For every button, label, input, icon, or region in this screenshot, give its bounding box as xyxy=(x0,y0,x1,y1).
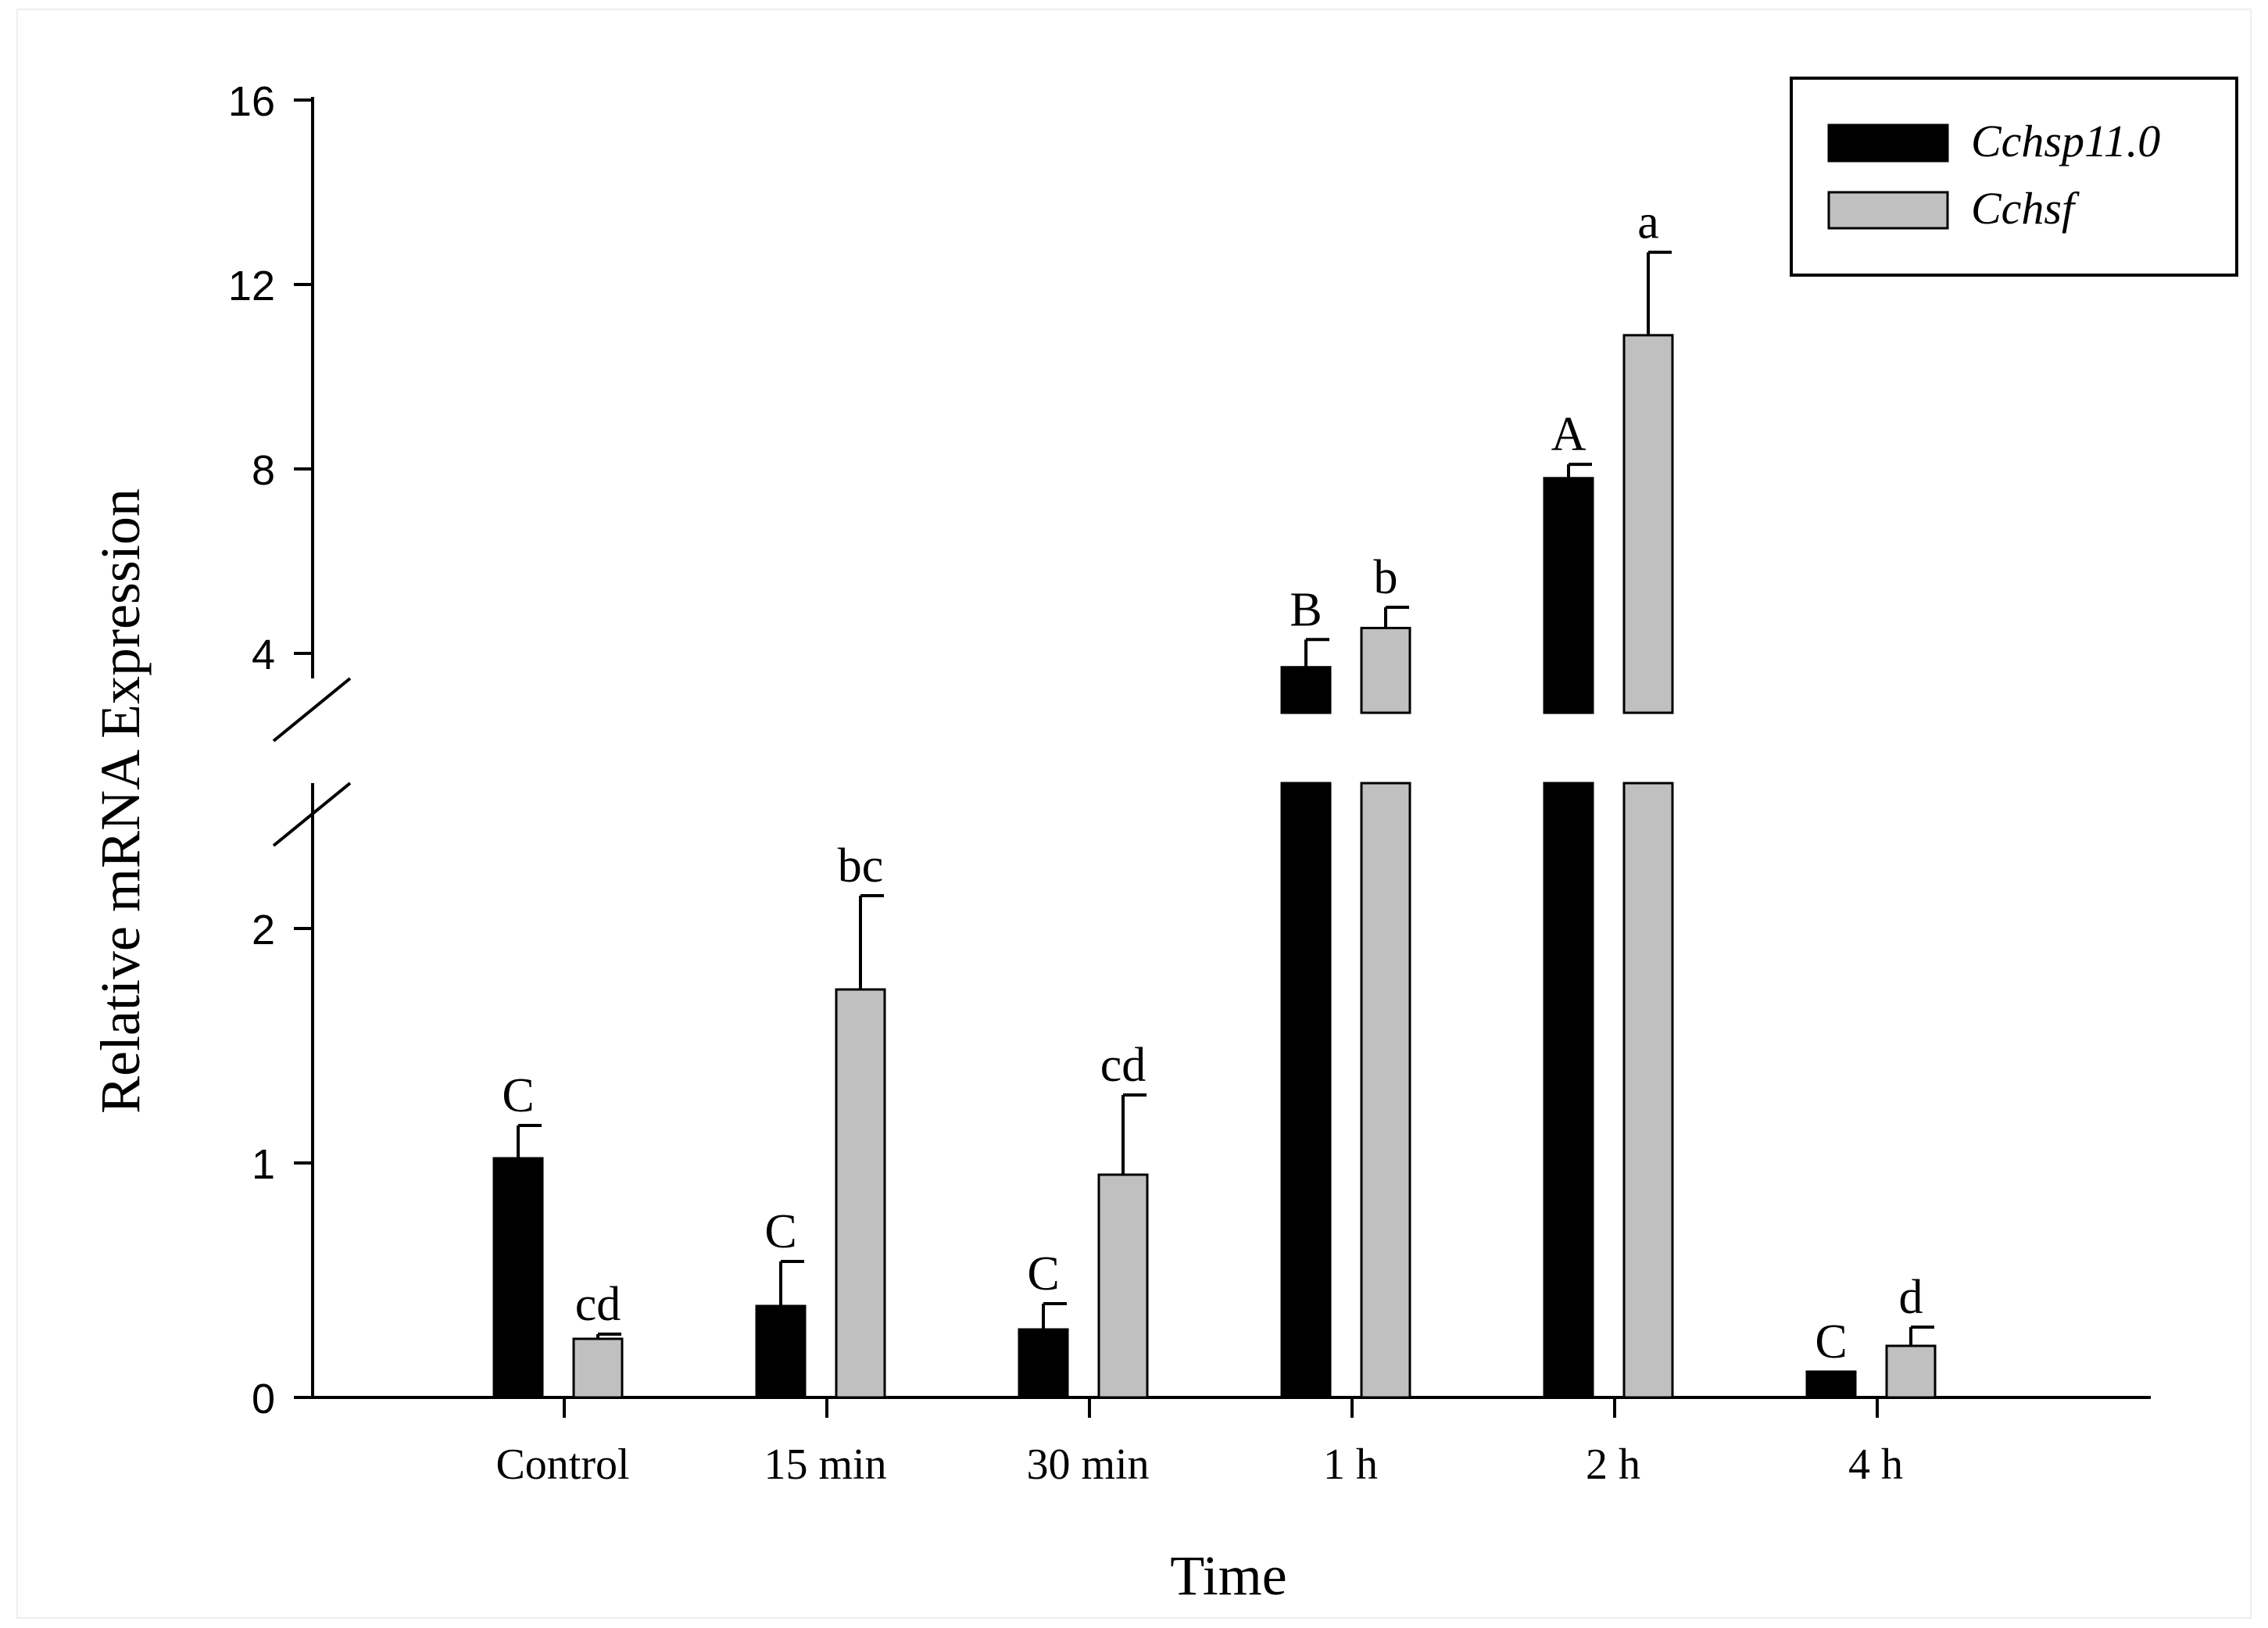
axis-break-mark-upper xyxy=(272,677,352,742)
bar-cchsp11-upper xyxy=(1280,666,1332,714)
significance-letter: d xyxy=(1899,1271,1923,1324)
bar-cchsp11-lower xyxy=(1543,782,1594,1399)
significance-letter: cd xyxy=(1100,1039,1147,1092)
significance-letter: C xyxy=(1027,1247,1059,1301)
y-tick-label: 8 xyxy=(252,447,275,494)
x-tick-label: 4 h xyxy=(1848,1440,1903,1489)
x-tick-label: 30 min xyxy=(1026,1440,1149,1489)
y-tick-label: 4 xyxy=(252,632,275,678)
bar-cchsf-upper xyxy=(1622,334,1674,714)
x-tick-label: 1 h xyxy=(1323,1440,1378,1489)
legend-label-cchsf: Cchsf xyxy=(1971,183,2080,234)
bar-cchsf xyxy=(572,1337,624,1399)
legend-label-cchsp11: Cchsp11.0 xyxy=(1971,116,2160,166)
significance-letter: bc xyxy=(838,839,884,893)
significance-letter: C xyxy=(502,1069,534,1122)
bar-cchsp11 xyxy=(755,1304,807,1399)
y-tick-label: 1 xyxy=(252,1141,275,1188)
significance-letter: A xyxy=(1551,408,1587,461)
bar-cchsp11-upper xyxy=(1543,477,1594,714)
significance-letter: C xyxy=(764,1205,796,1258)
y-tick-label: 0 xyxy=(252,1376,275,1422)
y-axis-title: Relative mRNA Expression xyxy=(89,488,152,1114)
y-tick-label: 12 xyxy=(228,263,275,309)
axis-break-mark-lower xyxy=(272,782,352,847)
bar-cchsf xyxy=(1885,1344,1937,1399)
bar-cchsp11 xyxy=(1805,1370,1857,1399)
x-tick-label: 15 min xyxy=(764,1440,886,1489)
ticks xyxy=(294,98,1879,1418)
bar-cchsf-lower xyxy=(1622,782,1674,1399)
bar-cchsp11-lower xyxy=(1280,782,1332,1399)
legend-box xyxy=(1790,77,2238,277)
significance-letter: a xyxy=(1637,196,1659,249)
significance-letter: B xyxy=(1290,583,1322,636)
legend-swatch-cchsp11 xyxy=(1827,123,1949,163)
bar-cchsf-lower xyxy=(1360,782,1411,1399)
y-tick-label: 16 xyxy=(228,78,275,125)
legend-swatch-cchsf xyxy=(1827,191,1949,230)
significance-letter: cd xyxy=(575,1278,621,1331)
y-tick-label: 2 xyxy=(252,907,275,954)
bar-cchsf-upper xyxy=(1360,627,1411,714)
legend: Cchsp11.0 Cchsf xyxy=(1790,77,2238,277)
x-axis-title: Time xyxy=(1170,1544,1286,1607)
x-tick-label: Control xyxy=(495,1440,629,1489)
x-tick-label: 2 h xyxy=(1586,1440,1640,1489)
bar-cchsp11 xyxy=(1018,1328,1069,1399)
bar-cchsp11 xyxy=(492,1157,544,1399)
bars xyxy=(492,250,1937,1399)
bar-cchsf xyxy=(835,988,886,1399)
significance-letter: b xyxy=(1374,551,1398,604)
bar-cchsf xyxy=(1097,1173,1149,1399)
significance-letter: C xyxy=(1815,1315,1847,1369)
